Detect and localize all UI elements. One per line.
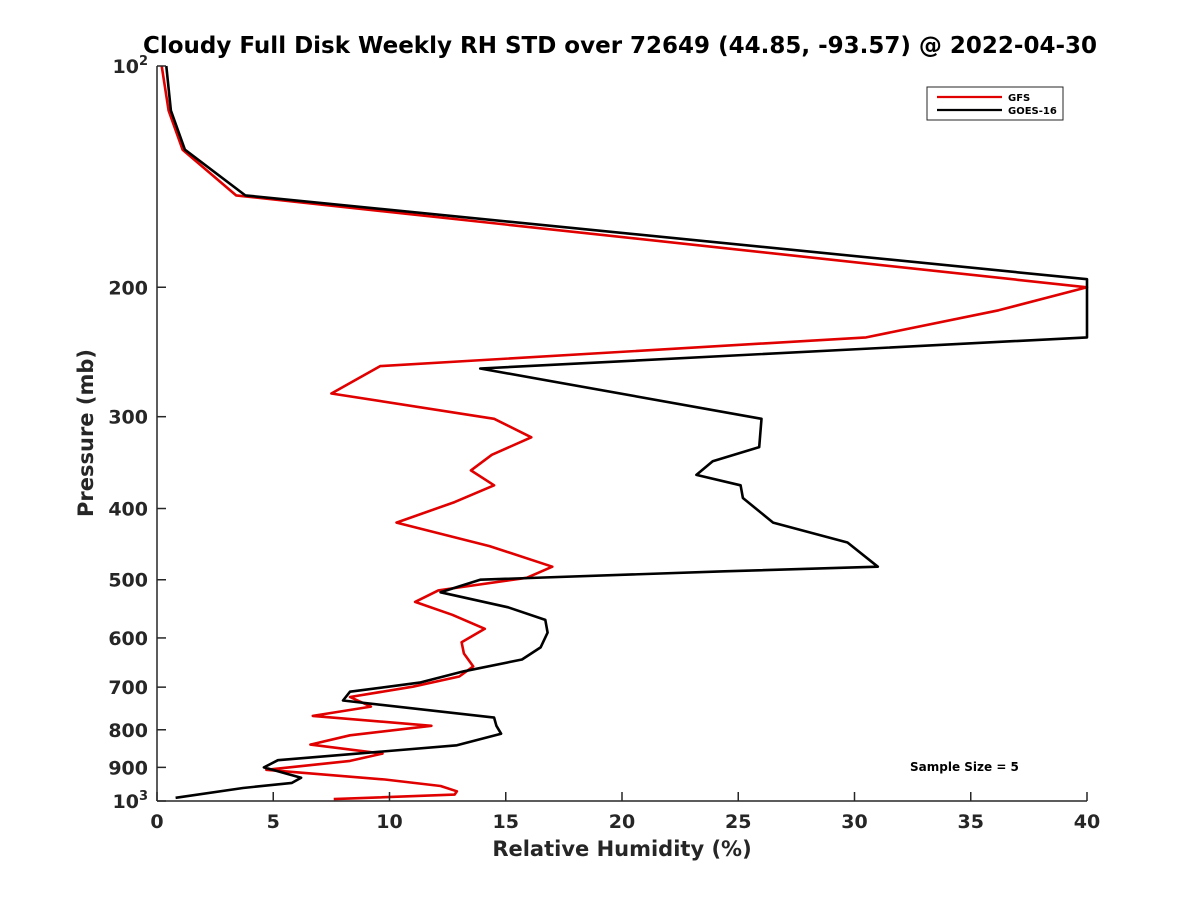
y-tick-label: 800 xyxy=(108,720,148,742)
y-axis-ticks: 102 200 300 400 500 600 700 800 900 103 xyxy=(108,54,166,813)
sample-size-annotation: Sample Size = 5 xyxy=(910,760,1019,774)
plot-area xyxy=(160,65,1089,801)
y-tick-label: 400 xyxy=(108,499,148,521)
x-tick-label: 0 xyxy=(150,811,163,833)
legend-label-goes16: GOES-16 xyxy=(1008,106,1057,117)
legend-box xyxy=(926,86,1064,121)
y-tick-label: 900 xyxy=(108,757,148,779)
x-tick-label: 5 xyxy=(267,811,280,833)
x-tick-label: 15 xyxy=(493,811,519,833)
x-axis-label: Relative Humidity (%) xyxy=(492,837,751,861)
y-tick-label: 103 xyxy=(113,789,149,813)
x-tick-label: 20 xyxy=(609,811,635,833)
series-line-goes16 xyxy=(165,65,1089,800)
x-tick-label: 25 xyxy=(725,811,751,833)
x-tick-label: 40 xyxy=(1074,811,1100,833)
chart-title: Cloudy Full Disk Weekly RH STD over 7264… xyxy=(143,33,1097,59)
y-tick-label: 300 xyxy=(108,407,148,429)
x-tick-label: 10 xyxy=(376,811,402,833)
legend-label-gfs: GFS xyxy=(1008,93,1030,104)
legend: GFS GOES-16 xyxy=(926,86,1064,121)
x-tick-label: 30 xyxy=(841,811,867,833)
x-axis-ticks: 0 5 10 15 20 25 30 35 40 xyxy=(150,792,1100,833)
y-tick-label: 600 xyxy=(108,628,148,650)
y-tick-label: 102 xyxy=(113,54,149,78)
y-tick-label: 500 xyxy=(108,570,148,592)
y-tick-label: 700 xyxy=(108,677,148,699)
y-tick-label: 200 xyxy=(108,277,148,299)
x-tick-label: 35 xyxy=(958,811,984,833)
series-line-gfs xyxy=(160,65,1089,801)
y-axis-label: Pressure (mb) xyxy=(74,349,98,517)
